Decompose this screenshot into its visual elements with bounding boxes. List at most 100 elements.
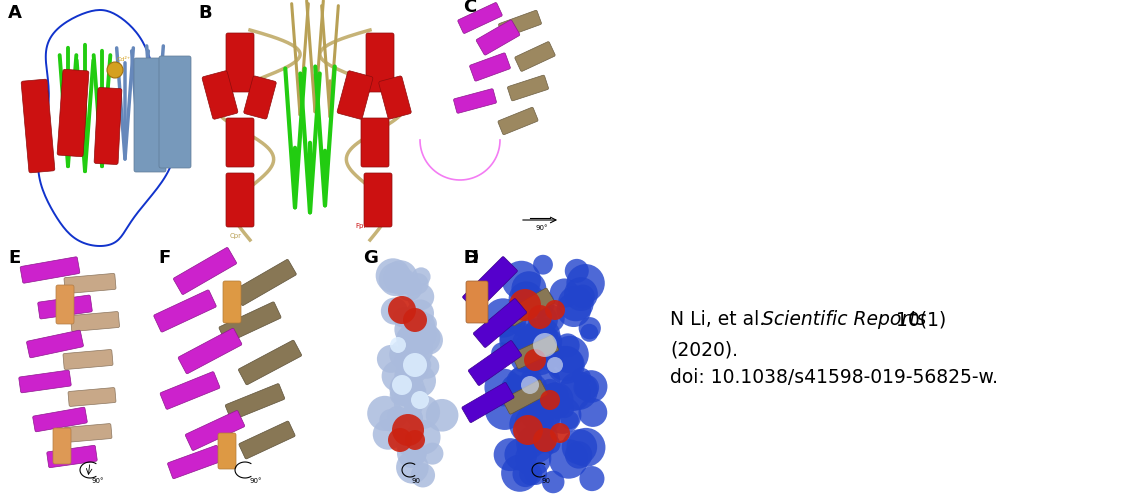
Circle shape — [390, 337, 406, 353]
Circle shape — [405, 430, 424, 450]
Circle shape — [574, 370, 607, 403]
Circle shape — [485, 390, 524, 430]
FancyBboxPatch shape — [222, 281, 241, 323]
Circle shape — [502, 308, 527, 332]
Circle shape — [397, 385, 420, 407]
Circle shape — [524, 382, 552, 410]
Circle shape — [528, 365, 561, 398]
Circle shape — [555, 334, 580, 357]
Text: Fpr: Fpr — [355, 223, 367, 229]
Circle shape — [521, 408, 543, 428]
Circle shape — [540, 390, 560, 410]
Circle shape — [387, 406, 407, 427]
Circle shape — [411, 391, 429, 409]
Circle shape — [548, 346, 583, 381]
Circle shape — [389, 339, 420, 370]
Circle shape — [579, 317, 600, 340]
FancyBboxPatch shape — [20, 257, 79, 283]
Circle shape — [515, 404, 553, 442]
Circle shape — [565, 441, 592, 468]
Circle shape — [528, 305, 558, 335]
Circle shape — [565, 259, 589, 283]
FancyBboxPatch shape — [361, 118, 389, 167]
FancyBboxPatch shape — [53, 428, 72, 464]
Circle shape — [484, 298, 523, 338]
Text: 90°: 90° — [535, 225, 547, 231]
Circle shape — [401, 276, 421, 296]
FancyBboxPatch shape — [498, 108, 538, 134]
Circle shape — [549, 278, 579, 308]
FancyBboxPatch shape — [379, 76, 411, 119]
Circle shape — [389, 372, 424, 406]
Circle shape — [411, 391, 427, 407]
FancyBboxPatch shape — [160, 372, 220, 410]
Circle shape — [533, 333, 557, 357]
Circle shape — [539, 382, 569, 412]
Text: Cd²⁺: Cd²⁺ — [117, 57, 132, 62]
Circle shape — [519, 462, 543, 485]
Text: G: G — [363, 249, 378, 267]
Circle shape — [527, 290, 555, 317]
Circle shape — [398, 324, 432, 359]
Circle shape — [523, 342, 557, 375]
Text: C: C — [463, 0, 477, 16]
Circle shape — [406, 338, 432, 364]
Circle shape — [544, 392, 571, 418]
FancyBboxPatch shape — [469, 340, 522, 386]
FancyBboxPatch shape — [26, 330, 83, 358]
FancyBboxPatch shape — [507, 75, 548, 101]
Circle shape — [564, 277, 598, 311]
Circle shape — [381, 298, 407, 324]
FancyBboxPatch shape — [463, 256, 518, 312]
FancyBboxPatch shape — [473, 298, 527, 348]
Circle shape — [512, 271, 546, 306]
Circle shape — [404, 398, 422, 417]
Circle shape — [394, 387, 413, 406]
Circle shape — [508, 289, 541, 321]
FancyBboxPatch shape — [457, 2, 502, 34]
Circle shape — [545, 300, 565, 320]
Circle shape — [372, 419, 404, 450]
Circle shape — [520, 374, 539, 394]
FancyBboxPatch shape — [22, 79, 54, 173]
Circle shape — [572, 368, 591, 386]
Circle shape — [552, 336, 589, 374]
Circle shape — [417, 314, 437, 334]
FancyBboxPatch shape — [159, 56, 191, 168]
Circle shape — [394, 312, 429, 347]
FancyBboxPatch shape — [466, 281, 488, 323]
Circle shape — [389, 384, 411, 405]
Circle shape — [392, 414, 424, 446]
Circle shape — [504, 438, 537, 471]
Circle shape — [529, 402, 553, 426]
FancyBboxPatch shape — [515, 42, 555, 72]
Circle shape — [580, 324, 598, 342]
Circle shape — [491, 342, 513, 364]
Circle shape — [529, 404, 560, 435]
Circle shape — [377, 345, 405, 373]
Circle shape — [511, 344, 540, 373]
FancyBboxPatch shape — [56, 285, 74, 324]
Circle shape — [555, 400, 574, 418]
Circle shape — [533, 428, 557, 452]
Circle shape — [502, 454, 538, 492]
Circle shape — [394, 351, 412, 370]
Circle shape — [571, 284, 595, 308]
Circle shape — [410, 383, 427, 399]
Circle shape — [410, 328, 432, 351]
Text: D: D — [463, 249, 478, 267]
FancyBboxPatch shape — [168, 446, 222, 478]
Circle shape — [499, 322, 538, 360]
Circle shape — [547, 346, 585, 384]
Circle shape — [485, 368, 522, 406]
Circle shape — [519, 324, 544, 349]
Circle shape — [516, 424, 555, 463]
Circle shape — [395, 378, 413, 396]
Circle shape — [524, 420, 557, 454]
Circle shape — [405, 315, 430, 340]
Circle shape — [579, 398, 607, 427]
Circle shape — [539, 382, 573, 417]
Circle shape — [396, 353, 428, 384]
Text: E: E — [8, 249, 20, 267]
FancyBboxPatch shape — [64, 274, 116, 293]
